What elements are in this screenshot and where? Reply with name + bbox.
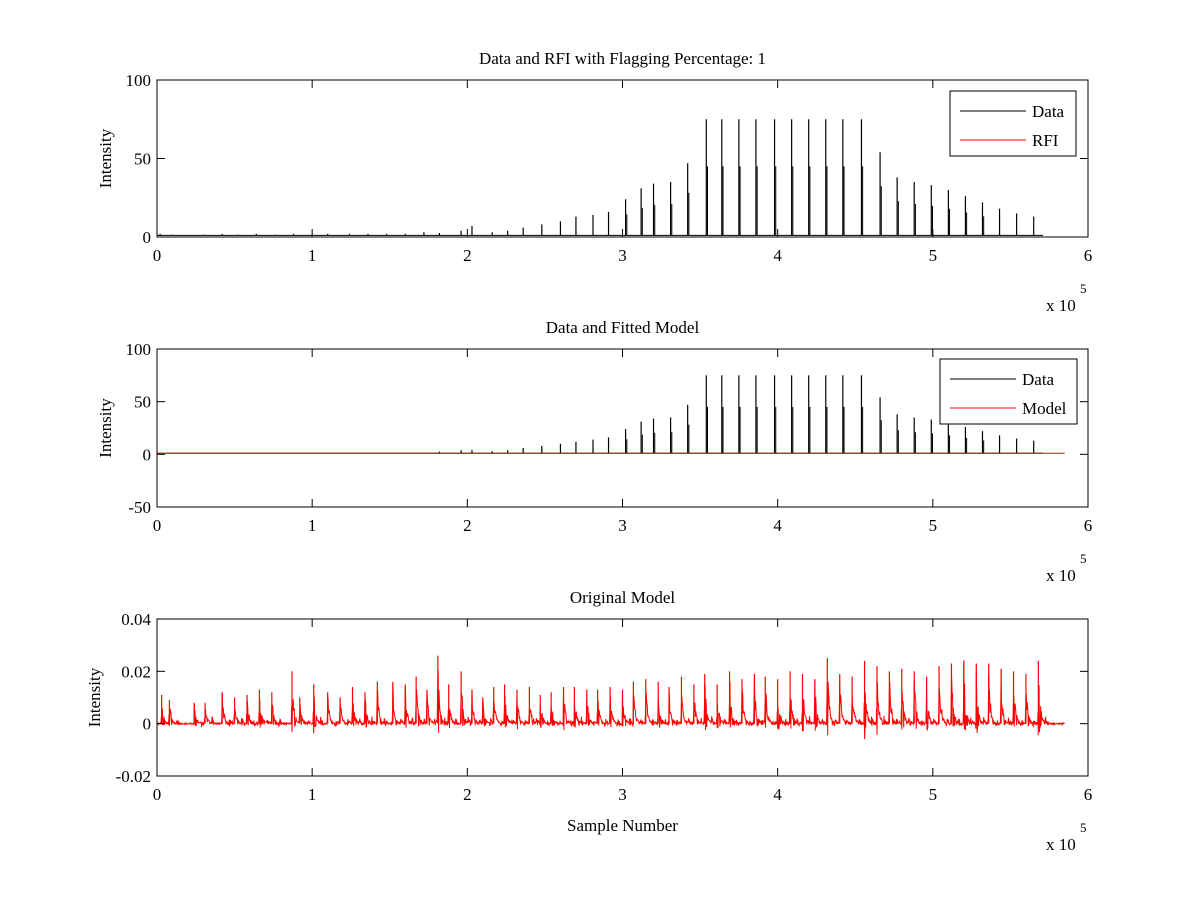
x-tick-label: 1 — [308, 516, 317, 535]
plot-area — [157, 119, 1057, 237]
series-data-group — [157, 119, 1044, 236]
y-tick-label: -50 — [128, 498, 151, 517]
x-tick-label: 2 — [463, 785, 472, 804]
x-multiplier-base: x 10 — [1046, 835, 1076, 854]
x-multiplier-base: x 10 — [1046, 296, 1076, 315]
chart-title: Original Model — [570, 588, 676, 607]
chart-title: Data and Fitted Model — [546, 318, 700, 337]
legend-label: Model — [1022, 399, 1067, 418]
plot-area — [157, 655, 1065, 740]
x-tick-label: 0 — [153, 516, 162, 535]
y-axis-label: Intensity — [85, 667, 104, 727]
series-model-group — [157, 655, 1065, 740]
x-axis-label: Sample Number — [567, 816, 678, 835]
x-tick-label: 4 — [773, 516, 782, 535]
x-tick-label: 1 — [308, 246, 317, 265]
x-multiplier-exponent: 5 — [1080, 281, 1087, 296]
x-tick-label: 6 — [1084, 516, 1093, 535]
x-tick-label: 3 — [618, 785, 627, 804]
y-axis-label: Intensity — [96, 128, 115, 188]
legend-label: Data — [1022, 370, 1055, 389]
plot-area — [157, 375, 1065, 454]
x-tick-label: 3 — [618, 516, 627, 535]
y-tick-label: 0 — [143, 228, 152, 247]
y-tick-label: -0.02 — [116, 767, 151, 786]
x-tick-label: 6 — [1084, 246, 1093, 265]
x-tick-label: 0 — [153, 785, 162, 804]
x-multiplier-exponent: 5 — [1080, 820, 1087, 835]
x-tick-label: 1 — [308, 785, 317, 804]
x-tick-label: 2 — [463, 516, 472, 535]
x-tick-label: 6 — [1084, 785, 1093, 804]
x-tick-label: 2 — [463, 246, 472, 265]
y-tick-label: 50 — [134, 393, 151, 412]
legend-box — [939, 358, 1078, 425]
chart-title: Data and RFI with Flagging Percentage: 1 — [479, 49, 766, 68]
x-tick-label: 3 — [618, 246, 627, 265]
chart-panel-1: 0 1 2 3 4 5 6 0 50 100 x 10 5 Data and RFI with Flag… — [96, 49, 1092, 315]
legend-label: RFI — [1032, 131, 1059, 150]
y-tick-label: 100 — [126, 71, 152, 90]
x-tick-label: 4 — [773, 785, 782, 804]
legend-box — [949, 90, 1077, 157]
x-tick-label: 5 — [929, 785, 938, 804]
legend: Data Model — [939, 358, 1078, 425]
legend: Data RFI — [949, 90, 1077, 157]
x-tick-label: 4 — [773, 246, 782, 265]
series-noise-line — [157, 660, 1065, 740]
legend-label: Data — [1032, 102, 1065, 121]
x-multiplier-exponent: 5 — [1080, 551, 1087, 566]
y-tick-label: 0 — [143, 715, 152, 734]
x-tick-label: 0 — [153, 246, 162, 265]
y-tick-label: 0.02 — [121, 662, 151, 681]
y-tick-label: 0 — [143, 445, 152, 464]
x-tick-label: 5 — [929, 516, 938, 535]
y-tick-label: 0.04 — [121, 610, 151, 629]
x-multiplier-base: x 10 — [1046, 566, 1076, 585]
y-tick-label: 50 — [134, 150, 151, 169]
y-tick-label: 100 — [126, 340, 152, 359]
y-axis-label: Intensity — [96, 398, 115, 458]
x-tick-label: 5 — [929, 246, 938, 265]
